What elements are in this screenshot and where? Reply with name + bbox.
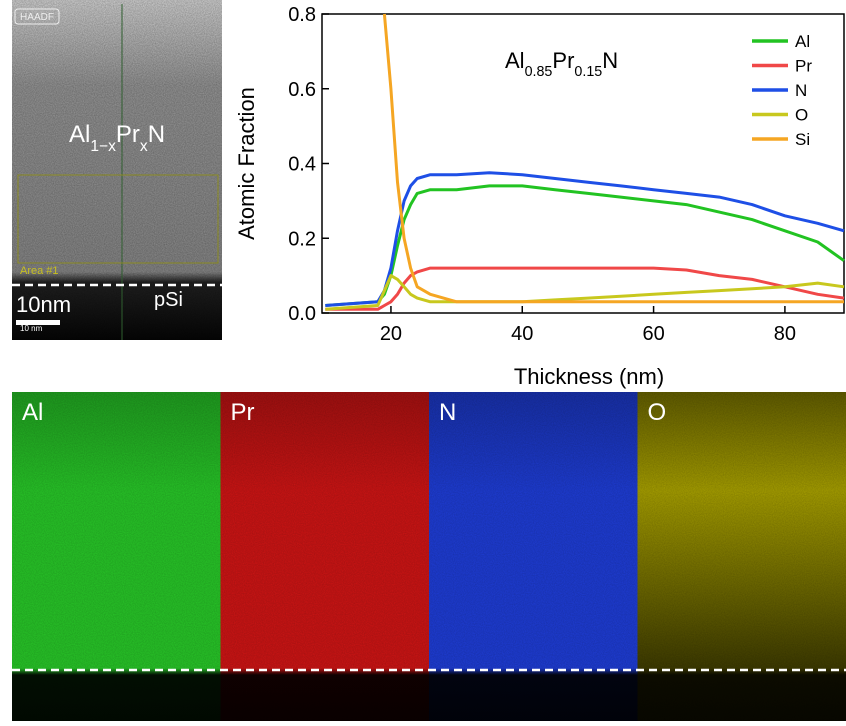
chart: 0.0 0.2 0.4 0.6 0.8 20 40 60 80 Thickness (nm) Ato…	[234, 4, 844, 389]
legend-label: Si	[795, 130, 810, 149]
y-tick-label: 0.2	[288, 228, 316, 250]
y-tick-label: 0.6	[288, 79, 316, 101]
formula-part: N	[148, 121, 165, 148]
subscript: x	[140, 138, 148, 155]
formula-part: Al	[69, 121, 90, 148]
legend-label: O	[795, 106, 808, 125]
formula-part: Al	[505, 48, 525, 73]
haadf-texture	[12, 0, 222, 340]
legend-label: N	[795, 81, 807, 100]
eds-maps: Al Pr N O	[12, 392, 846, 721]
area-label: Area #1	[20, 265, 59, 277]
map-texture	[638, 392, 846, 721]
formula-part: Pr	[116, 121, 140, 148]
substrate-label: pSi	[154, 289, 183, 311]
x-tick-label: 80	[774, 323, 796, 345]
scale-label: 10nm	[16, 292, 71, 317]
map-label: N	[439, 399, 456, 426]
badge: HAADF	[20, 12, 54, 23]
subscript: 0.85	[525, 64, 553, 80]
annotation: Al0.85Pr0.15N	[505, 48, 618, 80]
legend-label: Pr	[795, 57, 812, 76]
haadf-image: HAADF Al1−xPrxN Area #1 10nm 10 nm pSi	[12, 0, 222, 340]
x-axis-label: Thickness (nm)	[514, 364, 664, 389]
series-line	[325, 276, 844, 310]
map-label: Pr	[231, 399, 255, 426]
map-label: O	[648, 399, 667, 426]
scale-small: 10 nm	[20, 324, 43, 333]
y-axis-label: Atomic Fraction	[234, 87, 259, 240]
x-tick-label: 60	[642, 323, 664, 345]
map-texture	[429, 392, 638, 721]
y-tick-label: 0.0	[288, 303, 316, 325]
legend-label: Al	[795, 32, 810, 51]
formula-part: Pr	[552, 48, 574, 73]
subscript: 1−x	[90, 138, 116, 155]
subscript: 0.15	[574, 64, 602, 80]
y-tick-label: 0.4	[288, 154, 316, 176]
map-texture	[221, 392, 430, 721]
x-tick-label: 40	[511, 323, 533, 345]
map-texture	[12, 392, 221, 721]
map-label: Al	[22, 399, 43, 426]
x-tick-label: 20	[380, 323, 402, 345]
formula-part: N	[602, 48, 618, 73]
y-tick-label: 0.8	[288, 4, 316, 26]
